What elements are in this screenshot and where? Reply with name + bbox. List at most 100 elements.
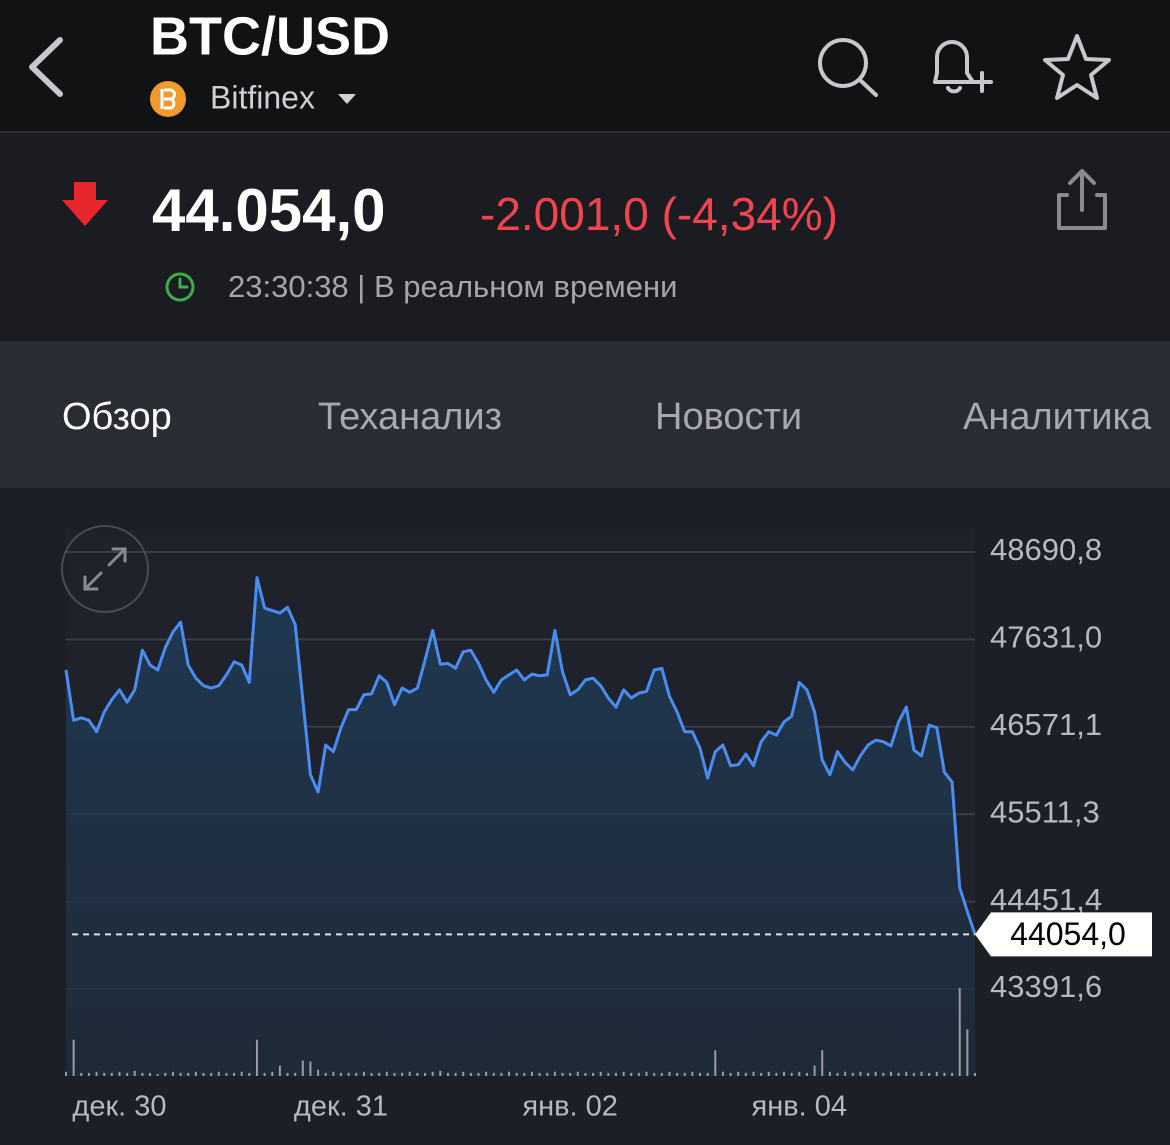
volume-bar: [171, 1071, 174, 1076]
volume-bar: [805, 1072, 808, 1076]
volume-bar: [607, 1072, 610, 1076]
volume-bar: [821, 1050, 824, 1076]
quote-panel: [0, 133, 1170, 341]
volume-bar: [110, 1072, 113, 1076]
volume-bar: [592, 1072, 595, 1076]
search-button[interactable]: [818, 38, 878, 97]
volume-bar: [332, 1071, 335, 1076]
volume-bar: [370, 1072, 373, 1076]
volume-bar: [538, 1072, 541, 1076]
price-line: [64, 576, 977, 935]
tab[interactable]: Аналитика: [963, 396, 1152, 438]
volume-bar: [477, 1072, 480, 1076]
price: 44.054,0: [152, 177, 386, 244]
volume-bar: [836, 1072, 839, 1076]
tab[interactable]: Теханализ: [318, 396, 502, 438]
volume-bar: [889, 1071, 892, 1076]
tab[interactable]: Новости: [655, 396, 802, 438]
volume-bar: [149, 1072, 152, 1076]
volume-bar: [347, 1072, 350, 1076]
volume-bar: [65, 1071, 67, 1076]
clock-icon: [165, 272, 195, 302]
volume-bar: [317, 1069, 320, 1076]
volume-bar: [202, 1072, 205, 1076]
volume-bar: [943, 1072, 946, 1076]
volume-bar: [523, 1072, 526, 1076]
y-tick-label: 48690,8: [990, 532, 1102, 567]
volume-bar: [844, 1071, 847, 1076]
volume-bar: [859, 1071, 862, 1076]
volume-bar: [385, 1071, 388, 1076]
update-time: 23:30:38 | В реальном времени: [228, 269, 677, 304]
volume-bar: [309, 1061, 312, 1076]
volume-bar: [737, 1071, 740, 1076]
volume-bar: [958, 988, 961, 1076]
volume-bar: [783, 1071, 786, 1076]
volume-bar: [233, 1072, 236, 1076]
volume-bar: [721, 1071, 724, 1076]
volume-bar: [439, 1070, 442, 1076]
volume-bar: [355, 1072, 358, 1076]
favorite-button[interactable]: [1043, 34, 1111, 100]
volume-bar: [752, 1071, 755, 1076]
alert-button[interactable]: [933, 40, 993, 94]
volume-bar: [446, 1072, 449, 1076]
volume-bar: [699, 1072, 702, 1076]
share-button[interactable]: [1057, 169, 1107, 230]
area: [66, 577, 975, 1076]
volume-bar: [485, 1071, 488, 1076]
volume-bar: [179, 1072, 182, 1076]
volume-bar: [87, 1072, 90, 1076]
volume-bar: [301, 1060, 304, 1076]
volume-bar: [813, 1065, 816, 1076]
volume-bar: [362, 1071, 365, 1076]
volume-bar: [569, 1072, 572, 1076]
expand-button[interactable]: [61, 525, 149, 613]
volume-bar: [462, 1071, 465, 1076]
volume-bar: [431, 1071, 434, 1076]
price-tag: [975, 912, 1152, 957]
dropdown-arrow[interactable]: [338, 94, 356, 104]
volume-bar: [614, 1072, 617, 1076]
x-tick-label: дек. 31: [294, 1091, 388, 1123]
volume-bar: [515, 1072, 518, 1076]
volume-bar: [935, 1071, 938, 1076]
volume-bar: [905, 1071, 908, 1076]
volume-bar: [530, 1071, 533, 1076]
volume-bar: [790, 1072, 793, 1076]
volume-bar: [278, 1065, 281, 1076]
volume-bar: [500, 1072, 503, 1076]
volume-bar: [217, 1071, 220, 1076]
volume-bar: [95, 1071, 98, 1076]
exchange-name[interactable]: Bitfinex: [210, 79, 315, 115]
title: BTC/USD: [150, 6, 390, 66]
volume-bar: [294, 1072, 297, 1076]
volume-bar: [729, 1072, 732, 1076]
volume-bar: [156, 1073, 159, 1076]
divider: [0, 131, 1170, 133]
volume-bar: [630, 1072, 633, 1076]
tab-pointer: [112, 474, 140, 488]
volume-bar: [263, 1072, 266, 1076]
volume-bar: [966, 1029, 969, 1076]
volume-bar: [691, 1071, 694, 1076]
x-tick-label: янв. 02: [522, 1091, 618, 1123]
volume-bar: [401, 1072, 404, 1076]
volume-bar: [920, 1071, 923, 1076]
volume-bar: [951, 1072, 954, 1076]
volume-bar: [851, 1072, 854, 1076]
price-change: -2.001,0 (-4,34%): [480, 188, 838, 240]
volume-bar: [775, 1072, 778, 1076]
volume-bar: [599, 1071, 602, 1076]
y-tick-label: 43391,6: [990, 969, 1102, 1004]
volume-bar: [584, 1072, 587, 1076]
tab[interactable]: Обзор: [62, 396, 172, 438]
y-tick-label: 46571,1: [990, 707, 1102, 742]
volume-bar: [668, 1071, 671, 1076]
volume-bar: [210, 1072, 213, 1076]
y-tick-label: 44451,4: [990, 882, 1102, 917]
back-button[interactable]: [29, 37, 63, 97]
x-tick-label: янв. 04: [752, 1091, 848, 1123]
volume-bar: [393, 1072, 396, 1076]
